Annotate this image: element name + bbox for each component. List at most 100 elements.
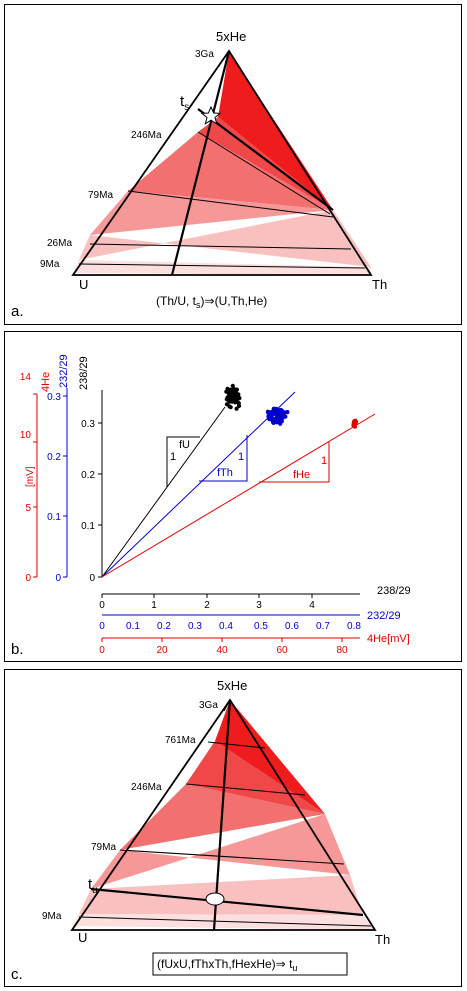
th-tick-03: 0.3 [47, 392, 61, 403]
x-he-axis [101, 637, 360, 642]
fhe-one: 1 [321, 455, 327, 467]
th-axis-label: 232/29 [58, 354, 70, 388]
x-th-tick-3: 0.3 [188, 621, 202, 632]
fu-label: fU [179, 439, 190, 451]
caption: (fUxU,fThxTh,fHexHe)⇒ tu [157, 957, 297, 973]
u-tick-03: 0.3 [81, 419, 95, 430]
x-th-tick-0: 0 [99, 621, 105, 632]
u-data-points [224, 383, 242, 411]
th-data-point [269, 416, 274, 421]
marker-label: tu [88, 876, 98, 896]
ternary-diagram-a: 5xHe 3Ga 246Ma 79Ma 26Ma 9Ma ts U Th (Th… [11, 29, 387, 320]
panel-c: 5xHe 3Ga 761Ma 246Ma 79Ma 9Ma tu U Th (f… [4, 669, 462, 987]
x-th-tick-2: 0.2 [157, 621, 171, 632]
th-data-point [272, 411, 277, 416]
left-vertex-label: U [78, 930, 87, 945]
fth-one: 1 [238, 451, 244, 463]
left-vertex-label: U [79, 277, 88, 292]
u-tick-02: 0.2 [81, 470, 95, 481]
he-data-points [351, 418, 359, 429]
x-th-label: 232/29 [367, 610, 401, 622]
x-th-tick-8: 0.8 [347, 621, 361, 632]
u-data-point [225, 386, 230, 391]
fth-label: fTh [217, 467, 233, 479]
x-u-tick-0: 0 [99, 600, 105, 611]
fth-slope-triangle [199, 435, 248, 482]
band-4 [90, 191, 333, 235]
panel-letter: a. [11, 303, 24, 320]
u-axis-label: 238/29 [78, 356, 90, 390]
band-6 [73, 260, 371, 275]
x-he-tick-20: 20 [156, 645, 168, 656]
he-axis-label: 4He [40, 372, 52, 392]
u-regression-line [101, 406, 226, 578]
th-data-points [265, 406, 290, 426]
fu-one: 1 [170, 451, 176, 463]
isochrons [78, 699, 372, 927]
he-regression-line [101, 413, 376, 578]
th-data-point [279, 408, 284, 413]
band-5 [79, 210, 371, 267]
panel-a: 5xHe 3Ga 246Ma 79Ma 26Ma 9Ma ts U Th (Th… [4, 4, 462, 325]
apex-label: 5xHe [216, 29, 246, 44]
u-data-point [234, 406, 239, 411]
fhe-label: fHe [293, 469, 310, 481]
age-79ma: 79Ma [88, 190, 113, 201]
fractionation-line [212, 699, 232, 931]
x-th-tick-4: 0.4 [219, 621, 233, 632]
age-761ma: 761Ma [165, 735, 196, 746]
age-26ma: 26Ma [47, 238, 72, 249]
u-data-point [233, 392, 238, 398]
x-he-label: 4He[mV] [367, 633, 410, 645]
th-data-point [275, 410, 280, 415]
caption: (Th/U, ts)⇒(U,Th,He) [156, 294, 267, 310]
u-data-point [225, 395, 230, 400]
x-he-tick-40: 40 [216, 645, 228, 656]
x-he-tick-0: 0 [99, 645, 105, 656]
th-tick-0: 0 [55, 573, 61, 584]
band-2 [198, 117, 333, 210]
ts-isochron [197, 108, 334, 211]
x-he-tick-80: 80 [336, 645, 348, 656]
u-data-point [228, 405, 233, 410]
age-246ma: 246Ma [131, 782, 162, 793]
star-marker [200, 105, 222, 125]
th-u-ratio-line [170, 50, 231, 276]
u-tick-01: 0.1 [81, 521, 95, 532]
th-data-point [266, 414, 271, 419]
u-data-point [234, 397, 239, 402]
x-th-tick-7: 0.7 [316, 621, 330, 632]
th-tick-01: 0.1 [47, 512, 61, 523]
right-vertex-label: Th [375, 932, 390, 947]
tu-isochron [90, 887, 364, 917]
x-th-tick-1: 0.1 [126, 621, 140, 632]
triangle-outline [70, 698, 377, 931]
right-vertex-label: Th [372, 277, 387, 292]
age-3ga: 3Ga [199, 700, 218, 711]
x-u-tick-1: 1 [151, 600, 157, 611]
u-data-point [227, 399, 232, 404]
isochrons [78, 50, 366, 269]
age-9ma: 9Ma [40, 259, 60, 270]
th-data-point [277, 417, 282, 422]
th-axis [63, 388, 68, 578]
x-th-tick-6: 0.6 [285, 621, 299, 632]
u-data-point [230, 387, 235, 392]
th-data-point [280, 413, 285, 418]
x-u-axis [101, 593, 360, 598]
fhe-slope-triangle [259, 442, 330, 483]
th-regression-line [101, 391, 296, 578]
triangle-outline [71, 49, 373, 276]
age-79ma: 79Ma [91, 842, 116, 853]
th-tick-02: 0.2 [47, 452, 61, 463]
x-u-tick-3: 3 [256, 600, 262, 611]
mv-axis-label: [mV] [25, 466, 36, 487]
tu-ellipse-marker [205, 892, 225, 906]
ternary-diagram-c: 5xHe 3Ga 761Ma 246Ma 79Ma 9Ma tu U Th (f… [11, 678, 390, 983]
isochron-plot: 4He [mV] 232/29 238/29 0 5 10 14 0 0.1 0… [11, 354, 411, 658]
age-3ga: 3Ga [195, 49, 214, 60]
apex-label: 5xHe [217, 678, 247, 693]
age-246ma: 246Ma [131, 130, 162, 141]
caption-box [152, 952, 348, 976]
x-u-tick-4: 4 [309, 600, 315, 611]
